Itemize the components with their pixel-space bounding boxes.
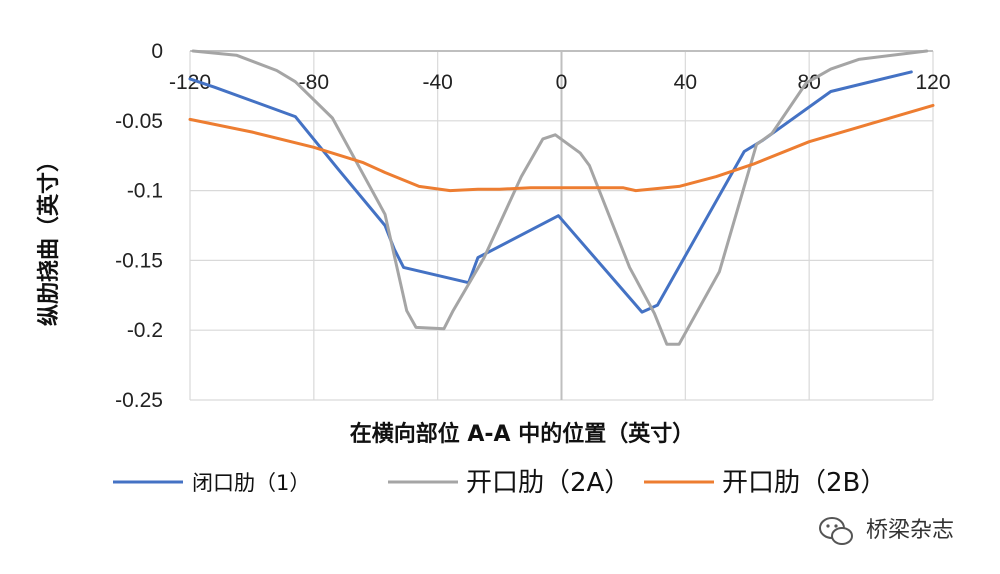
y-tick-labels: 0 -0.05 -0.1 -0.15 -0.2 -0.25: [115, 40, 163, 412]
legend-label-series-2: 开口肋（2A）: [466, 468, 630, 498]
y-tick-label: -0.05: [115, 110, 163, 133]
legend-label-series-3: 开口肋（2B）: [722, 468, 886, 498]
series-lines: [188, 49, 935, 346]
y-tick-label: 0: [151, 40, 163, 63]
series-line-1: [188, 70, 913, 314]
x-tick-label: 40: [674, 71, 697, 94]
legend-label-series-1: 闭口肋（1）: [192, 471, 310, 495]
y-tick-label: -0.1: [127, 180, 163, 203]
watermark: 桥梁杂志: [819, 517, 954, 545]
y-tick-label: -0.15: [115, 249, 163, 272]
x-tick-label: -120: [169, 71, 211, 94]
grid-lines: [189, 50, 934, 401]
y-axis-title: 纵肋挠曲（英寸）: [37, 150, 62, 326]
x-tick-label: -80: [299, 71, 329, 94]
legend: 闭口肋（1） 开口肋（2A） 开口肋（2B）: [113, 468, 886, 498]
x-axis-title: 在横向部位 A-A 中的位置（英寸）: [350, 421, 695, 447]
series-line-2: [191, 49, 929, 346]
x-tick-label: 120: [915, 71, 950, 94]
x-tick-label: -40: [422, 71, 452, 94]
watermark-text: 桥梁杂志: [866, 518, 954, 543]
series-line-3: [188, 103, 935, 193]
y-tick-label: -0.25: [115, 389, 163, 412]
y-tick-label: -0.2: [127, 319, 163, 342]
wechat-icon: [819, 517, 853, 545]
x-tick-label: 0: [556, 71, 568, 94]
